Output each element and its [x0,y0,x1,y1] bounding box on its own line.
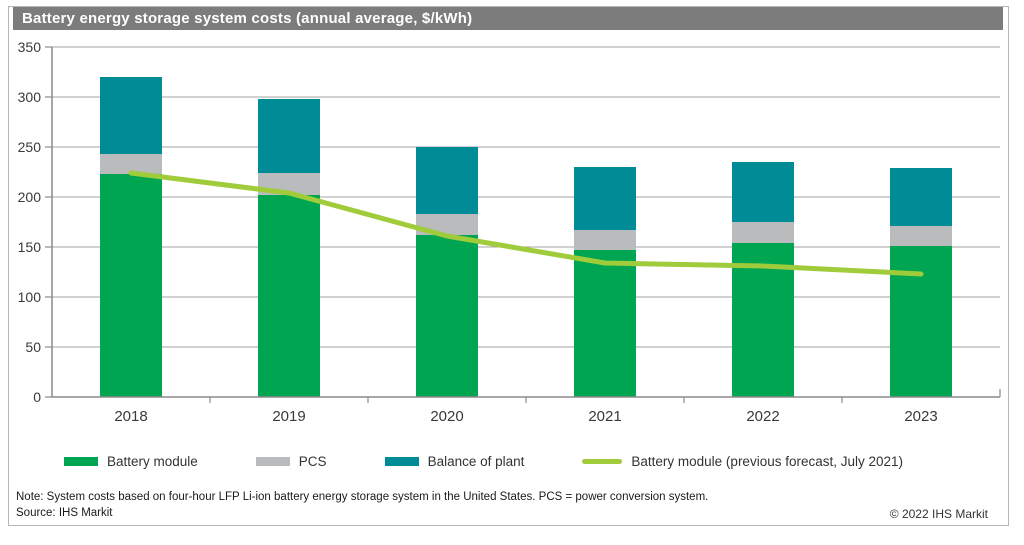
forecast-line [128,170,924,277]
footnote-source: Source: IHS Markit [16,506,113,519]
bar-segment-battery-module-2021 [574,250,636,397]
chart-title-bar: Battery energy storage system costs (ann… [13,7,1003,30]
x-axis-label-2022: 2022 [746,408,779,425]
legend-item-pcs: PCS [255,453,327,469]
bar-segment-balance-of-plant-2020 [416,147,478,214]
y-tick-label-50: 50 [25,339,41,355]
footnote: Note: System costs based on four-hour LF… [16,490,708,521]
bar-segment-battery-module-2023 [890,246,952,397]
y-tick-label-0: 0 [33,389,41,405]
legend-item-battery-module-previous-forecast-july-2021: Battery module (previous forecast, July … [582,454,903,469]
chart-title: Battery energy storage system costs (ann… [22,10,473,27]
chart-frame: Battery energy storage system costs (ann… [8,6,1009,526]
bar-segment-balance-of-plant-2019 [258,99,320,173]
copyright: © 2022 IHS Markit [889,507,988,521]
y-tick-label-150: 150 [18,239,42,255]
bar-segment-battery-module-2019 [258,195,320,397]
legend-label: Balance of plant [427,453,525,469]
bar-segment-balance-of-plant-2018 [100,77,162,154]
bar-segment-pcs-2021 [574,230,636,250]
legend-label: Battery module (previous forecast, July … [631,453,904,469]
legend-bar-swatch-icon [384,456,419,466]
bar-segment-balance-of-plant-2023 [890,168,952,226]
bar-segment-balance-of-plant-2022 [732,162,794,222]
bar-segment-balance-of-plant-2021 [574,167,636,230]
y-tick-label-250: 250 [18,139,42,155]
y-tick-label-300: 300 [18,89,42,105]
bar-segment-pcs-2022 [732,222,794,243]
bar-segment-battery-module-2018 [100,174,162,397]
legend-item-battery-module: Battery module [64,454,198,469]
legend-label: Battery module [107,453,198,469]
x-axis-label-2018: 2018 [114,408,147,425]
legend-item-balance-of-plant: Balance of plant [384,453,525,469]
x-axis-label-2021: 2021 [588,408,621,425]
x-axis-label-2023: 2023 [904,408,937,425]
legend: Battery module PCS Balance of plant Battery… [64,450,903,472]
y-tick-label-100: 100 [18,289,42,305]
legend-bar-swatch-icon [64,456,98,466]
x-axis-label-2019: 2019 [272,408,305,425]
legend-label: PCS [298,453,327,469]
y-tick-label-200: 200 [18,189,42,205]
legend-line-swatch-icon [582,458,623,464]
bar-segment-pcs-2018 [100,154,162,174]
plot-area: 0 50 100 150 200 250 300 350 2018 2019 2020 2021 202… [18,39,1001,425]
y-tick-label-350: 350 [18,39,42,55]
bar-segment-pcs-2023 [890,226,952,246]
bar-segment-battery-module-2020 [416,235,478,397]
footnote-note: Note: System costs based on four-hour LF… [16,491,709,503]
x-axis-label-2020: 2020 [430,408,463,425]
legend-bar-swatch-icon [255,456,290,466]
